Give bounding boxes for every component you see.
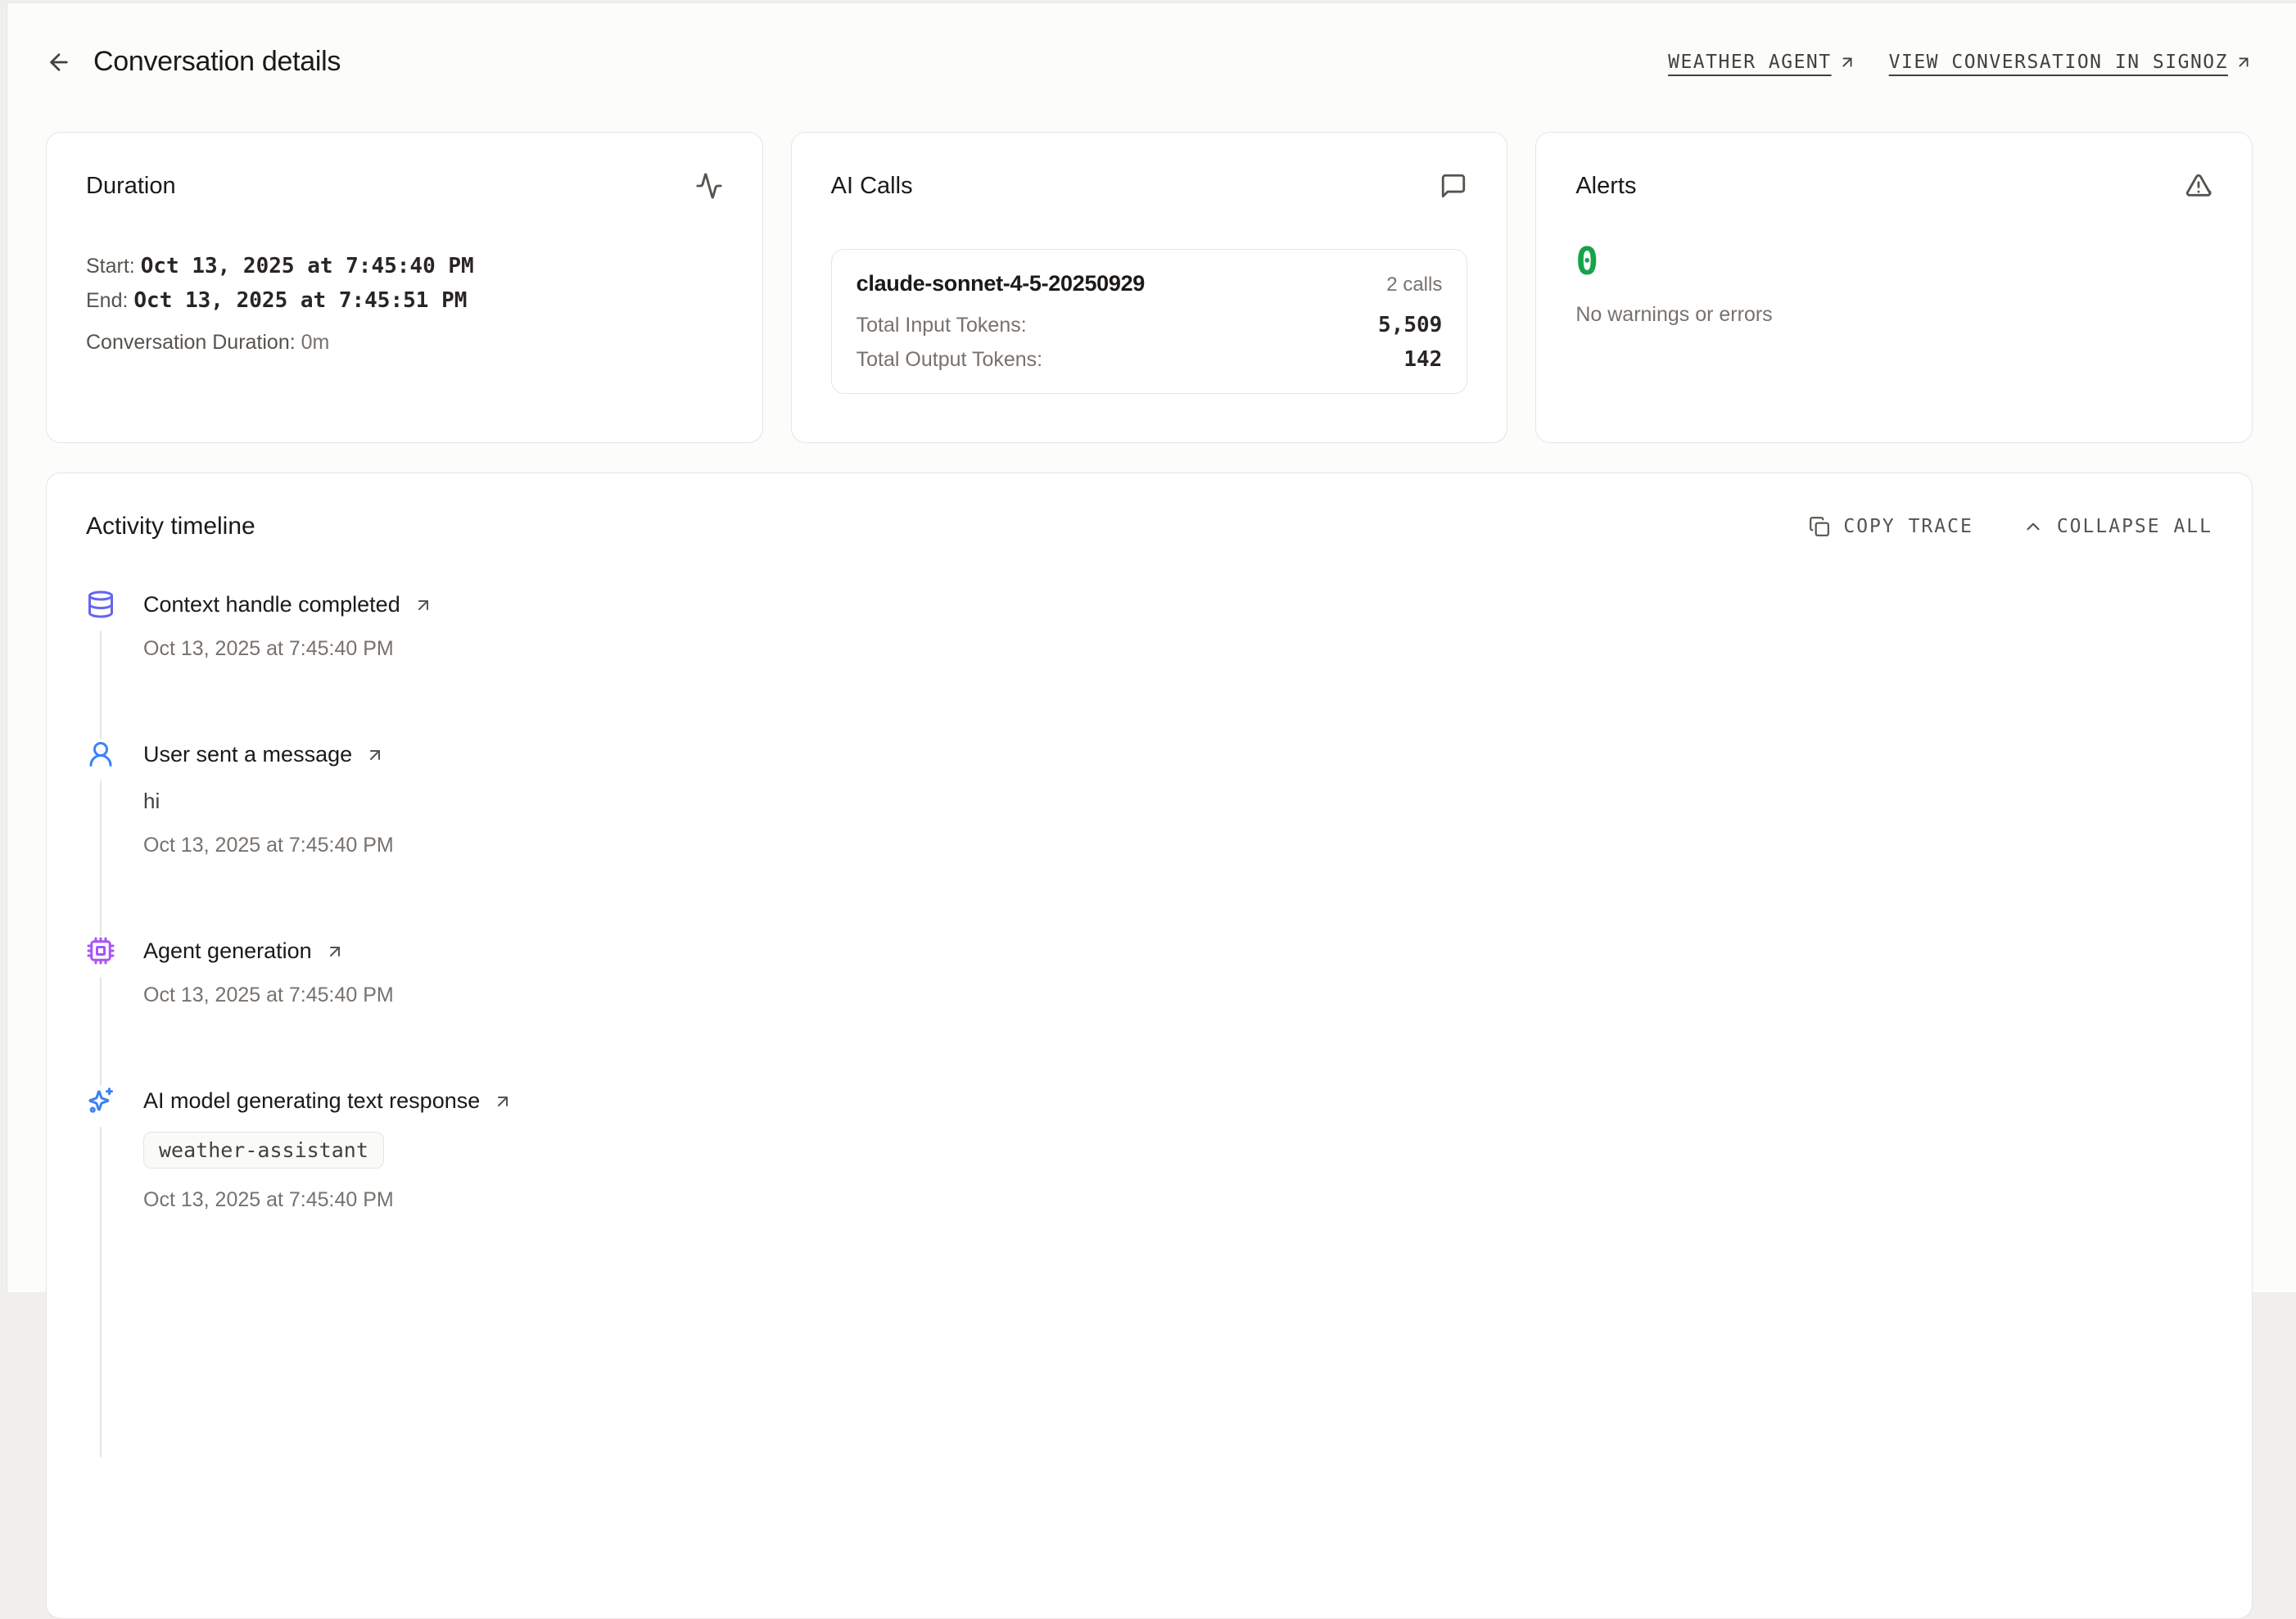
chevron-up-icon — [2023, 516, 2044, 537]
output-tokens-value: 142 — [1403, 347, 1442, 372]
arrow-up-right-icon — [1838, 53, 1856, 71]
event-timestamp: Oct 13, 2025 at 7:45:40 PM — [143, 834, 2212, 857]
model-calls-count: 2 calls — [1386, 274, 1442, 296]
weather-agent-link[interactable]: WEATHER AGENT — [1668, 52, 1856, 73]
output-tokens-row: Total Output Tokens: 142 — [856, 347, 1443, 372]
agent-name-badge: weather-assistant — [143, 1132, 384, 1169]
activity-pulse-icon — [695, 172, 723, 200]
conversation-duration-row: Conversation Duration: 0m — [86, 331, 723, 355]
start-label: Start: — [86, 255, 135, 278]
weather-agent-link-label: WEATHER AGENT — [1668, 52, 1832, 73]
event-message-body: hi — [143, 789, 2212, 814]
event-timestamp: Oct 13, 2025 at 7:45:40 PM — [143, 1188, 2212, 1212]
alerts-card-title: Alerts — [1575, 173, 1636, 200]
collapse-all-label: COLLAPSE ALL — [2057, 516, 2212, 537]
conversation-details-panel: Conversation details WEATHER AGENT VIEW … — [7, 2, 2296, 1292]
page-title: Conversation details — [93, 46, 341, 78]
model-name: claude-sonnet-4-5-20250929 — [856, 271, 1145, 296]
page-header: Conversation details WEATHER AGENT VIEW … — [46, 46, 2253, 78]
copy-trace-label: COPY TRACE — [1843, 516, 1973, 537]
end-label: End: — [86, 289, 128, 312]
timeline-event: AI model generating text response weathe… — [86, 1086, 2212, 1458]
alert-triangle-icon — [2185, 172, 2212, 200]
end-value: Oct 13, 2025 at 7:45:51 PM — [133, 288, 467, 313]
start-value: Oct 13, 2025 at 7:45:40 PM — [141, 254, 474, 278]
timeline-event: Agent generation Oct 13, 2025 at 7:45:40… — [86, 936, 2212, 1086]
cpu-icon — [86, 936, 115, 966]
arrow-up-right-icon[interactable] — [325, 942, 345, 961]
signoz-link-label: VIEW CONVERSATION IN SIGNOZ — [1889, 52, 2228, 73]
arrow-up-right-icon[interactable] — [365, 745, 385, 765]
copy-icon — [1809, 516, 1830, 537]
timeline-connector — [100, 780, 102, 936]
duration-card: Duration Start: Oct 13, 2025 at 7:45:40 … — [46, 132, 763, 443]
input-tokens-row: Total Input Tokens: 5,509 — [856, 313, 1443, 337]
timeline-connector — [100, 977, 102, 1086]
arrow-left-icon — [46, 49, 72, 75]
arrow-up-right-icon — [2235, 53, 2253, 71]
sparkles-icon — [86, 1086, 115, 1115]
arrow-up-right-icon[interactable] — [414, 595, 433, 615]
timeline-events: Context handle completed Oct 13, 2025 at… — [86, 590, 2212, 1458]
alerts-message: No warnings or errors — [1575, 303, 2212, 327]
alerts-count: 0 — [1575, 242, 2212, 280]
user-icon — [86, 739, 115, 769]
event-title: User sent a message — [143, 742, 352, 767]
end-time-row: End: Oct 13, 2025 at 7:45:51 PM — [86, 283, 723, 318]
event-title: AI model generating text response — [143, 1088, 480, 1114]
event-title: Agent generation — [143, 938, 312, 964]
arrow-up-right-icon[interactable] — [493, 1092, 513, 1111]
ai-calls-card-title: AI Calls — [831, 173, 913, 200]
input-tokens-label: Total Input Tokens: — [856, 314, 1027, 337]
conversation-duration-value: 0m — [301, 331, 330, 354]
summary-cards-row: Duration Start: Oct 13, 2025 at 7:45:40 … — [46, 132, 2253, 443]
input-tokens-value: 5,509 — [1378, 313, 1442, 337]
activity-timeline-card: Activity timeline COPY TRACE COLLAPSE AL… — [46, 473, 2253, 1619]
back-button[interactable] — [46, 49, 72, 75]
database-icon — [86, 590, 115, 619]
conversation-duration-label: Conversation Duration: — [86, 331, 296, 354]
collapse-all-button[interactable]: COLLAPSE ALL — [2023, 516, 2212, 537]
timeline-connector — [100, 1127, 102, 1458]
timeline-connector — [100, 631, 102, 739]
duration-card-title: Duration — [86, 173, 176, 200]
event-timestamp: Oct 13, 2025 at 7:45:40 PM — [143, 637, 2212, 661]
event-title: Context handle completed — [143, 592, 400, 617]
timeline-event: User sent a message hi Oct 13, 2025 at 7… — [86, 739, 2212, 936]
activity-timeline-title: Activity timeline — [86, 513, 255, 540]
view-conversation-signoz-link[interactable]: VIEW CONVERSATION IN SIGNOZ — [1889, 52, 2253, 73]
start-time-row: Start: Oct 13, 2025 at 7:45:40 PM — [86, 249, 723, 283]
copy-trace-button[interactable]: COPY TRACE — [1809, 516, 1973, 537]
output-tokens-label: Total Output Tokens: — [856, 348, 1042, 372]
timeline-event: Context handle completed Oct 13, 2025 at… — [86, 590, 2212, 739]
message-square-icon — [1440, 172, 1467, 200]
ai-calls-card: AI Calls claude-sonnet-4-5-20250929 2 ca… — [791, 132, 1508, 443]
alerts-card: Alerts 0 No warnings or errors — [1535, 132, 2253, 443]
event-timestamp: Oct 13, 2025 at 7:45:40 PM — [143, 984, 2212, 1007]
model-usage-card: claude-sonnet-4-5-20250929 2 calls Total… — [831, 249, 1468, 394]
